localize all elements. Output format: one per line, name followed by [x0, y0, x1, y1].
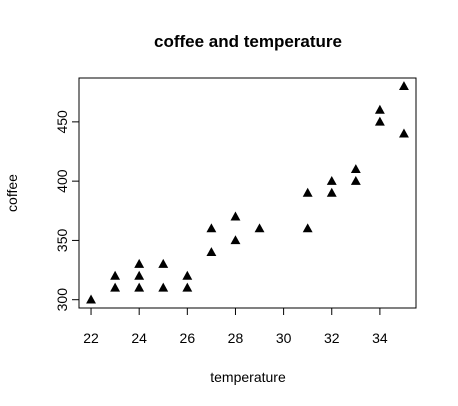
data-point: [206, 223, 217, 233]
data-point: [374, 104, 385, 114]
data-point: [158, 258, 169, 268]
data-point: [134, 270, 145, 280]
x-axis: 22 24 26 28 30 32 34: [83, 307, 388, 346]
data-point: [399, 81, 409, 91]
y-tick-label: 350: [54, 229, 70, 253]
data-point: [302, 187, 313, 197]
x-tick-label: 24: [131, 330, 147, 346]
x-tick-label: 32: [324, 330, 340, 346]
data-point: [326, 175, 337, 185]
data-point: [254, 223, 265, 233]
data-point: [399, 128, 409, 138]
data-point: [86, 294, 96, 304]
chart-title: coffee and temperature: [154, 32, 342, 51]
data-points: [86, 81, 409, 304]
data-point: [206, 247, 217, 257]
data-point: [230, 211, 241, 221]
y-tick-label: 450: [54, 110, 70, 134]
y-axis-label: coffee: [4, 174, 20, 212]
x-tick-label: 30: [276, 330, 292, 346]
data-point: [374, 116, 385, 126]
x-tick-label: 22: [83, 330, 99, 346]
data-point: [302, 223, 313, 233]
data-point: [110, 270, 121, 280]
data-point: [110, 282, 121, 292]
data-point: [182, 270, 193, 280]
x-tick-label: 26: [180, 330, 196, 346]
y-tick-label: 300: [54, 288, 70, 312]
data-point: [134, 258, 145, 268]
y-axis: 300 350 400 450: [54, 110, 80, 312]
data-point: [230, 235, 241, 245]
x-axis-label: temperature: [210, 369, 286, 385]
x-tick-label: 28: [228, 330, 244, 346]
data-point: [134, 282, 145, 292]
data-point: [350, 164, 361, 174]
data-point: [350, 175, 361, 185]
plot-frame: [78, 77, 417, 309]
data-point: [158, 282, 169, 292]
data-point: [182, 282, 193, 292]
x-tick-label: 34: [372, 330, 388, 346]
y-tick-label: 400: [54, 169, 70, 193]
data-point: [326, 187, 337, 197]
